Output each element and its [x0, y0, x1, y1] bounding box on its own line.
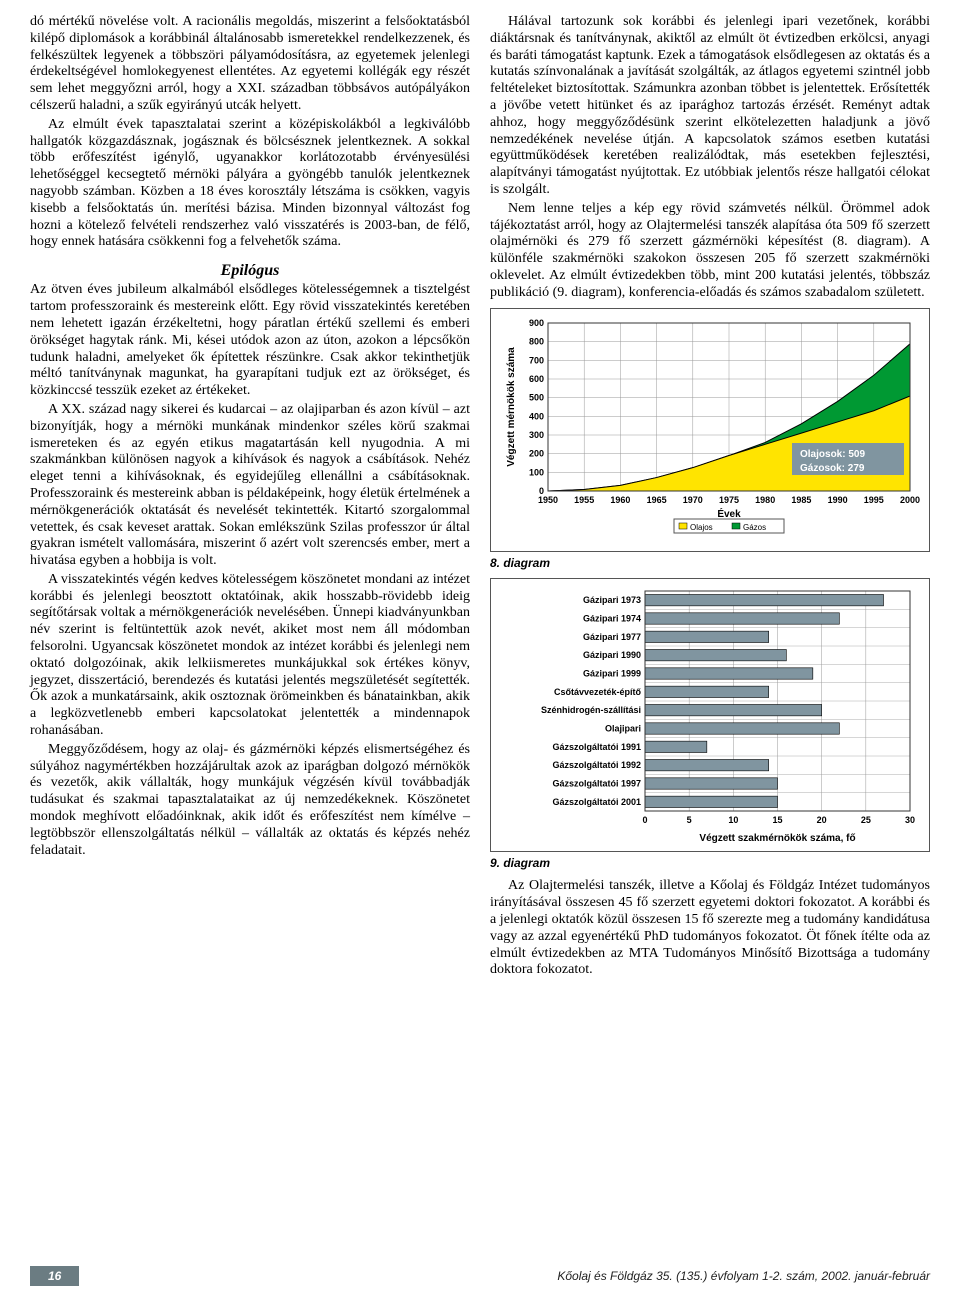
svg-text:600: 600 — [529, 374, 544, 384]
chart9-svg: 0 5 10 15 20 25 30 Gázipari 1973 Gázipari 1974 Gá… — [500, 585, 920, 845]
svg-text:Évek: Évek — [717, 507, 741, 520]
svg-text:1970: 1970 — [683, 495, 703, 505]
right-para-1: Hálával tartozunk sok korábbi és jelenle… — [490, 14, 930, 199]
svg-text:Olajosok: 509: Olajosok: 509 — [800, 449, 865, 460]
svg-text:15: 15 — [772, 815, 782, 825]
svg-text:Csőtávvezeték-építő: Csőtávvezeték-építő — [554, 687, 642, 697]
svg-text:1975: 1975 — [719, 495, 739, 505]
svg-text:1960: 1960 — [610, 495, 630, 505]
svg-text:Gázszolgáltatói 1991: Gázszolgáltatói 1991 — [552, 742, 641, 752]
two-column-layout: dó mértékű növelése volt. A racionális m… — [30, 14, 930, 981]
chart9-caption: 9. diagram — [490, 856, 930, 870]
svg-text:1990: 1990 — [828, 495, 848, 505]
svg-text:1950: 1950 — [538, 495, 558, 505]
svg-text:Gázipari 1974: Gázipari 1974 — [583, 613, 641, 623]
right-column: Hálával tartozunk sok korábbi és jelenle… — [490, 14, 930, 981]
right-para-3: Az Olajtermelési tanszék, illetve a Kőol… — [490, 878, 930, 979]
chart8-frame: 0100200300400500600700800900195019551960… — [490, 308, 930, 552]
left-para-1: dó mértékű növelése volt. A racionális m… — [30, 14, 470, 115]
svg-text:900: 900 — [529, 318, 544, 328]
svg-text:Olajipari: Olajipari — [605, 723, 641, 733]
page-number: 16 — [30, 1266, 79, 1286]
svg-text:10: 10 — [728, 815, 738, 825]
svg-text:20: 20 — [817, 815, 827, 825]
svg-text:1965: 1965 — [647, 495, 667, 505]
page: dó mértékű növelése volt. A racionális m… — [0, 0, 960, 1300]
svg-text:Gázipari 1990: Gázipari 1990 — [583, 650, 641, 660]
left-para-6: Meggyőződésem, hogy az olaj- és gázmérnö… — [30, 742, 470, 860]
svg-text:Végzett mérnökök száma: Végzett mérnökök száma — [506, 346, 517, 466]
svg-text:Gázszolgáltatói 1997: Gázszolgáltatói 1997 — [552, 778, 641, 788]
svg-text:Gázipari 1973: Gázipari 1973 — [583, 595, 641, 605]
svg-text:300: 300 — [529, 430, 544, 440]
svg-text:25: 25 — [861, 815, 871, 825]
svg-text:30: 30 — [905, 815, 915, 825]
svg-text:Végzett szakmérnökök száma, fő: Végzett szakmérnökök száma, fő — [699, 833, 855, 844]
svg-text:Gázipari 1977: Gázipari 1977 — [583, 632, 641, 642]
svg-text:Gázszolgáltatói 1992: Gázszolgáltatói 1992 — [552, 760, 641, 770]
svg-text:1980: 1980 — [755, 495, 775, 505]
svg-text:700: 700 — [529, 355, 544, 365]
svg-text:Szénhidrogén-szállítási: Szénhidrogén-szállítási — [541, 705, 641, 715]
page-footer: 16 Kőolaj és Földgáz 35. (135.) évfolyam… — [30, 1260, 930, 1300]
svg-text:Gázosok: 279: Gázosok: 279 — [800, 463, 865, 474]
left-para-3: Az ötven éves jubileum alkalmából elsődl… — [30, 282, 470, 400]
svg-text:500: 500 — [529, 392, 544, 402]
svg-text:Gázszolgáltatói 2001: Gázszolgáltatói 2001 — [552, 797, 641, 807]
svg-text:Gázipari 1999: Gázipari 1999 — [583, 668, 641, 678]
chart9-frame: 0 5 10 15 20 25 30 Gázipari 1973 Gázipari 1974 Gá… — [490, 578, 930, 852]
svg-text:Olajos: Olajos — [690, 523, 713, 532]
svg-text:800: 800 — [529, 336, 544, 346]
svg-text:1995: 1995 — [864, 495, 884, 505]
svg-text:200: 200 — [529, 448, 544, 458]
left-para-5: A visszatekintés végén kedves kötelesség… — [30, 572, 470, 740]
left-para-2: Az elmúlt évek tapasztalatai szerint a k… — [30, 117, 470, 251]
svg-text:5: 5 — [687, 815, 692, 825]
chart8-caption: 8. diagram — [490, 556, 930, 570]
svg-text:Gázos: Gázos — [743, 523, 766, 532]
chart8-svg: 0100200300400500600700800900195019551960… — [500, 315, 920, 545]
svg-text:1985: 1985 — [791, 495, 811, 505]
right-para-2: Nem lenne teljes a kép egy rövid számvet… — [490, 201, 930, 302]
left-column: dó mértékű növelése volt. A racionális m… — [30, 14, 470, 981]
svg-text:2000: 2000 — [900, 495, 920, 505]
left-para-4: A XX. század nagy sikerei és kudarcai – … — [30, 402, 470, 570]
svg-text:1955: 1955 — [574, 495, 594, 505]
svg-text:0: 0 — [642, 815, 647, 825]
svg-text:100: 100 — [529, 467, 544, 477]
svg-text:400: 400 — [529, 411, 544, 421]
epilogus-heading: Epilógus — [30, 261, 470, 280]
footer-citation: Kőolaj és Földgáz 35. (135.) évfolyam 1-… — [557, 1269, 930, 1283]
